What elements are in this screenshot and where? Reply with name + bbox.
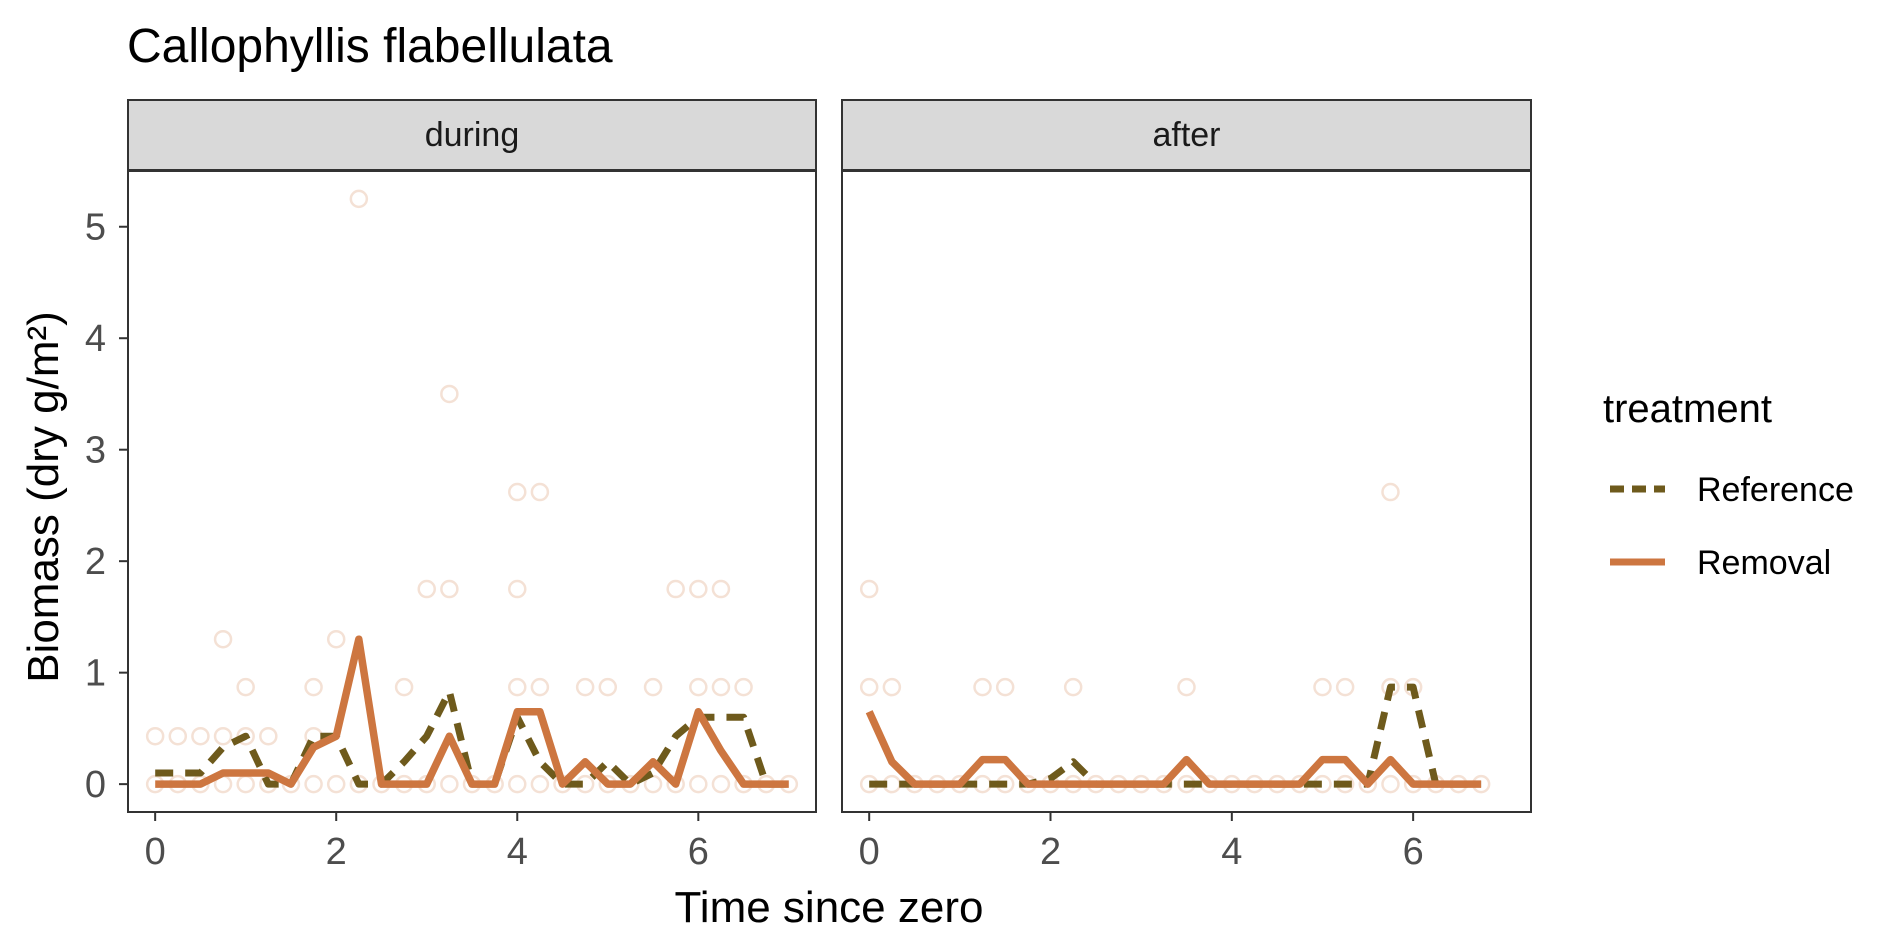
legend-items: Reference Removal xyxy=(1610,471,1854,582)
data-point xyxy=(508,774,527,794)
panel-border xyxy=(841,170,1532,813)
data-point xyxy=(575,677,595,697)
data-point xyxy=(1063,677,1083,697)
plot-area xyxy=(128,171,816,812)
legend-item-reference: Reference xyxy=(1610,471,1854,509)
x-tick-label: 6 xyxy=(688,831,709,873)
data-point xyxy=(259,726,278,746)
x-tick-label: 6 xyxy=(1403,831,1424,873)
data-point xyxy=(530,774,550,794)
x-tick-label: 2 xyxy=(326,831,347,873)
data-point xyxy=(973,677,992,697)
panel-during: during 0 2 4 6 0 1 2 3 4 5 xyxy=(85,99,817,873)
data-point xyxy=(213,629,233,649)
data-point xyxy=(598,677,618,697)
data-point xyxy=(508,677,527,697)
plot-marks xyxy=(859,482,1491,794)
legend-title: treatment xyxy=(1603,387,1772,431)
x-tick-label: 2 xyxy=(1040,831,1061,873)
data-point xyxy=(304,677,323,697)
data-point xyxy=(666,579,685,599)
data-point xyxy=(326,774,346,794)
data-point xyxy=(213,726,233,746)
y-axis-label: Biomass (dry g/m²) xyxy=(19,311,68,683)
x-tick-label: 4 xyxy=(1221,831,1242,873)
data-point xyxy=(859,677,879,697)
data-point xyxy=(689,579,708,599)
facet-label: after xyxy=(1152,116,1220,154)
data-point xyxy=(1177,677,1196,697)
legend-label: Reference xyxy=(1697,471,1854,509)
data-point xyxy=(440,774,459,794)
data-point xyxy=(508,579,527,599)
data-point xyxy=(440,384,459,404)
data-point xyxy=(236,726,255,746)
legend: treatment Reference Removal xyxy=(1603,387,1854,582)
data-point xyxy=(508,482,527,502)
data-point xyxy=(168,726,188,746)
panel-border xyxy=(127,170,817,813)
y-tick-label: 0 xyxy=(85,764,106,806)
y-tick-label: 5 xyxy=(85,207,106,249)
data-point xyxy=(530,677,550,697)
data-point xyxy=(530,482,550,502)
y-tick-label: 4 xyxy=(85,318,106,360)
data-point xyxy=(711,579,731,599)
x-axis-label: Time since zero xyxy=(675,883,984,932)
plot-marks xyxy=(145,189,799,794)
plot-area xyxy=(842,171,1531,812)
data-point xyxy=(1381,482,1400,502)
data-point xyxy=(394,677,414,697)
data-point xyxy=(417,579,436,599)
x-tick-label: 4 xyxy=(507,831,528,873)
data-point xyxy=(689,774,708,794)
data-point xyxy=(995,677,1015,697)
data-point xyxy=(304,774,323,794)
data-point xyxy=(349,189,369,209)
data-point xyxy=(1313,677,1332,697)
data-point xyxy=(711,677,731,697)
data-point xyxy=(734,677,753,697)
data-point xyxy=(1381,774,1400,794)
x-tick-label: 0 xyxy=(145,831,166,873)
panel-after: after 0 2 4 6 xyxy=(841,99,1532,873)
y-tick-label: 3 xyxy=(85,430,106,472)
data-point xyxy=(689,677,708,697)
chart-title: Callophyllis flabellulata xyxy=(127,20,613,73)
data-point xyxy=(859,579,879,599)
data-point xyxy=(236,677,255,697)
y-tick-label: 1 xyxy=(85,653,106,695)
series-line-reference xyxy=(869,683,1482,788)
data-point xyxy=(326,629,346,649)
data-point xyxy=(191,726,210,746)
x-tick-label: 0 xyxy=(859,831,880,873)
facet-panels: during 0 2 4 6 0 1 2 3 4 5 after 0 2 4 6 xyxy=(85,99,1532,873)
data-point xyxy=(440,579,459,599)
series-line-removal xyxy=(865,710,1482,788)
data-point xyxy=(145,726,165,746)
data-point xyxy=(882,677,902,697)
y-tick-label: 2 xyxy=(85,541,106,583)
facet-strip xyxy=(127,99,817,171)
legend-label: Removal xyxy=(1697,544,1831,582)
data-point xyxy=(1335,677,1355,697)
facet-label: during xyxy=(425,116,520,154)
series-line-removal xyxy=(155,635,789,788)
data-point xyxy=(711,774,731,794)
legend-item-removal: Removal xyxy=(1610,544,1831,582)
data-point xyxy=(643,677,663,697)
